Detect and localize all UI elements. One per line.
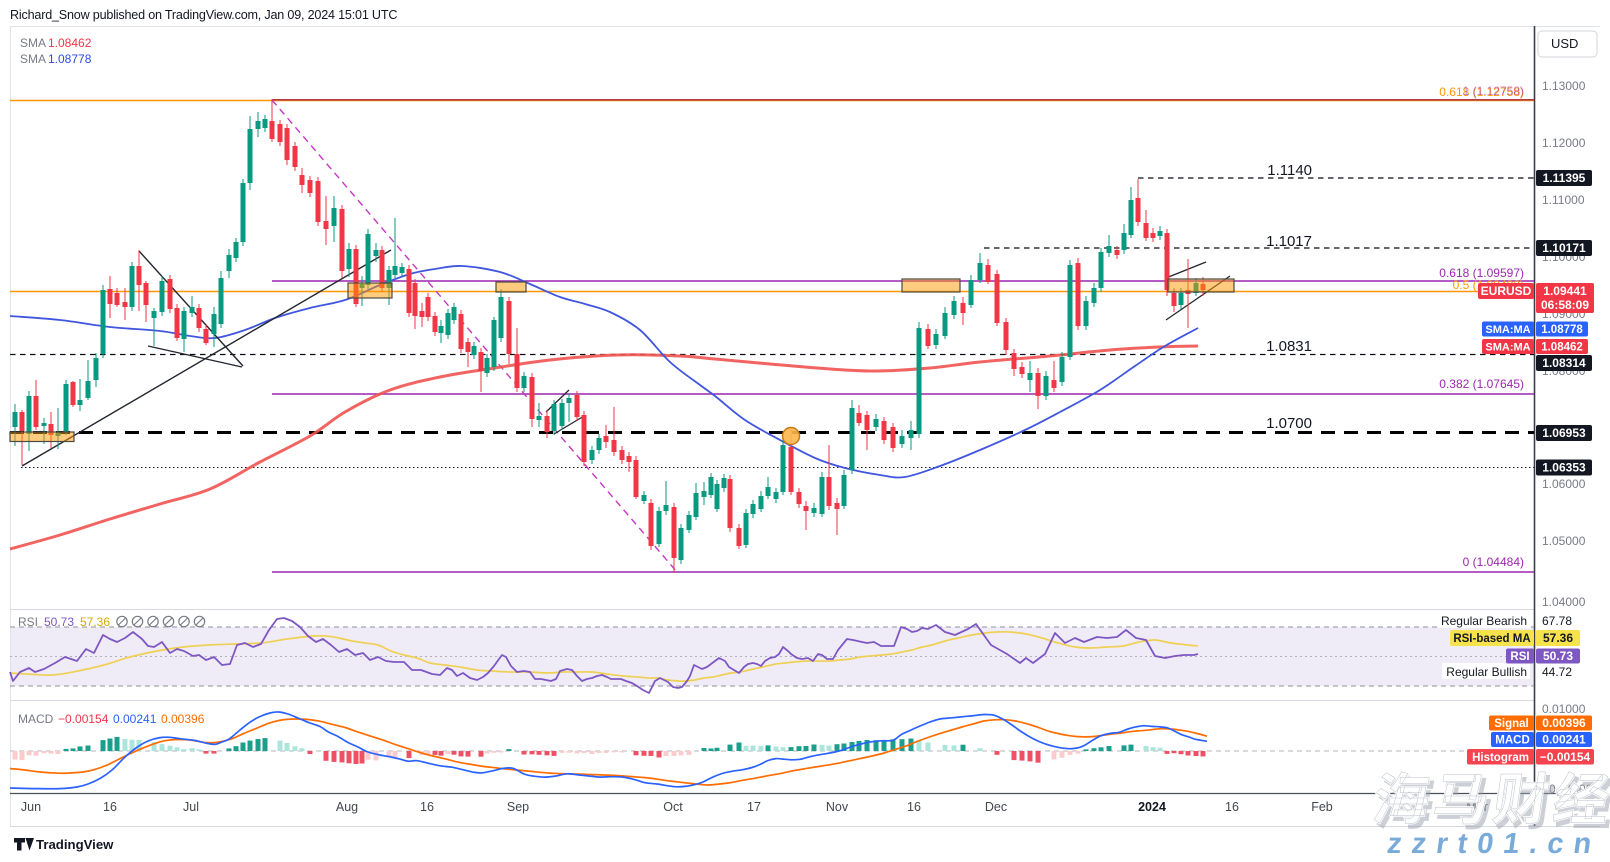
svg-text:1.09441: 1.09441 xyxy=(1543,284,1587,298)
svg-text:RSI: RSI xyxy=(1510,651,1529,663)
svg-text:EURUSD: EURUSD xyxy=(1481,284,1532,298)
svg-text:SMA:MA: SMA:MA xyxy=(1485,324,1530,336)
svg-text:Regular Bearish: Regular Bearish xyxy=(1441,614,1527,628)
svg-text:1.08778: 1.08778 xyxy=(1541,324,1583,336)
svg-text:1.08314: 1.08314 xyxy=(1542,356,1586,370)
svg-text:67.78: 67.78 xyxy=(1542,614,1572,628)
svg-text:16: 16 xyxy=(103,800,117,814)
svg-text:17: 17 xyxy=(747,800,761,814)
svg-text:1.06953: 1.06953 xyxy=(1542,426,1586,440)
svg-text:SMA:MA: SMA:MA xyxy=(1485,342,1530,354)
svg-text:0.382 (1.07645): 0.382 (1.07645) xyxy=(1439,377,1524,391)
svg-text:57.36: 57.36 xyxy=(1543,631,1573,645)
svg-text:MACD: MACD xyxy=(1495,735,1530,747)
svg-text:1.06353: 1.06353 xyxy=(1542,461,1586,475)
svg-text:06:58:09: 06:58:09 xyxy=(1541,298,1589,312)
svg-text:0.618 (1.12758): 0.618 (1.12758) xyxy=(1439,85,1524,99)
svg-text:1.11000: 1.11000 xyxy=(1542,193,1585,207)
svg-text:1.12000: 1.12000 xyxy=(1542,136,1586,150)
svg-text:USD: USD xyxy=(1551,36,1578,51)
svg-text:Sep: Sep xyxy=(507,800,529,814)
svg-text:16: 16 xyxy=(1225,800,1239,814)
svg-text:50.73: 50.73 xyxy=(1543,649,1573,663)
svg-text:1.13000: 1.13000 xyxy=(1542,79,1586,93)
svg-text:1.08778: 1.08778 xyxy=(48,52,92,66)
svg-text:1.11395: 1.11395 xyxy=(1543,171,1586,185)
svg-text:1.0700: 1.0700 xyxy=(1266,415,1312,432)
svg-text:1.08462: 1.08462 xyxy=(48,36,92,50)
svg-text:MACD: MACD xyxy=(18,712,54,726)
svg-text:16: 16 xyxy=(907,800,921,814)
svg-text:1.08462: 1.08462 xyxy=(1541,342,1583,354)
svg-text:Nov: Nov xyxy=(826,800,849,814)
svg-text:Regular Bullish: Regular Bullish xyxy=(1446,665,1527,679)
svg-text:0.00396: 0.00396 xyxy=(1542,716,1586,730)
svg-text:1.05000: 1.05000 xyxy=(1542,534,1586,548)
svg-text:Oct: Oct xyxy=(663,800,683,814)
svg-text:0.01000: 0.01000 xyxy=(1542,702,1586,716)
svg-text:1.10171: 1.10171 xyxy=(1542,241,1586,255)
svg-text:TradingView: TradingView xyxy=(36,837,114,852)
svg-text:0 (1.04484): 0 (1.04484) xyxy=(1463,555,1524,569)
svg-text:Richard_Snow published on Trad: Richard_Snow published on TradingView.co… xyxy=(10,8,397,22)
svg-text:1.04000: 1.04000 xyxy=(1542,595,1586,609)
svg-text:2024: 2024 xyxy=(1138,800,1166,814)
svg-text:Dec: Dec xyxy=(985,800,1007,814)
svg-text:Jun: Jun xyxy=(21,800,41,814)
svg-text:1 (1.12758): 1 (1.12758) xyxy=(1463,84,1524,98)
svg-text:44.72: 44.72 xyxy=(1542,665,1572,679)
svg-text:SMA: SMA xyxy=(20,36,46,50)
svg-text:RSI: RSI xyxy=(18,615,38,629)
svg-text:Histogram: Histogram xyxy=(1472,752,1529,764)
svg-text:Signal: Signal xyxy=(1494,718,1529,730)
svg-text:0.00396: 0.00396 xyxy=(161,712,205,726)
svg-text:0.00241: 0.00241 xyxy=(113,712,157,726)
svg-text:1.1140: 1.1140 xyxy=(1267,162,1312,179)
svg-text:SMA: SMA xyxy=(20,52,46,66)
svg-text:50.73: 50.73 xyxy=(44,615,74,629)
svg-text:0.00241: 0.00241 xyxy=(1542,733,1586,747)
svg-text:zzrt01.cn: zzrt01.cn xyxy=(1385,828,1603,857)
svg-text:RSI-based MA: RSI-based MA xyxy=(1453,633,1530,645)
svg-text:16: 16 xyxy=(420,800,434,814)
svg-text:1.1017: 1.1017 xyxy=(1266,233,1312,250)
svg-text:−0.00154: −0.00154 xyxy=(1540,750,1591,764)
svg-text:0.618 (1.09597): 0.618 (1.09597) xyxy=(1439,266,1524,280)
svg-text:Jul: Jul xyxy=(183,800,199,814)
svg-text:1.0831: 1.0831 xyxy=(1266,338,1312,355)
svg-text:Aug: Aug xyxy=(336,800,358,814)
svg-text:57.36: 57.36 xyxy=(80,615,110,629)
svg-text:−0.00154: −0.00154 xyxy=(58,712,109,726)
svg-text:1.06000: 1.06000 xyxy=(1542,477,1586,491)
svg-text:Feb: Feb xyxy=(1311,800,1333,814)
